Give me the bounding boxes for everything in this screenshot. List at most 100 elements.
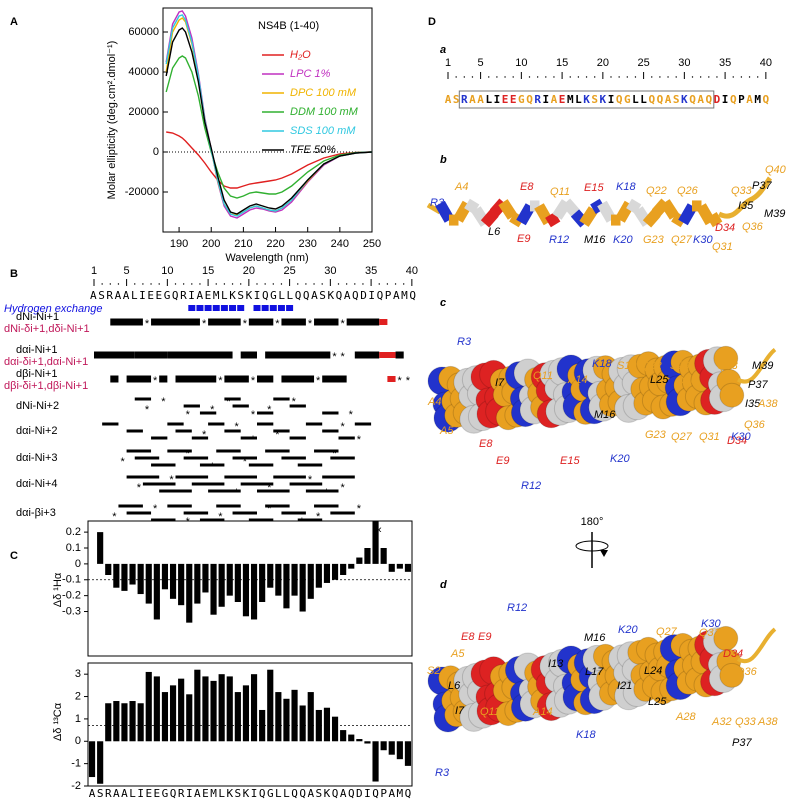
- residue-letter: L: [485, 93, 492, 106]
- noe-star: *: [357, 503, 362, 515]
- bar: [129, 701, 136, 742]
- residue-label: M16: [594, 409, 616, 421]
- noe-bar: [224, 429, 241, 433]
- ribbon-segment: [545, 212, 561, 228]
- ruler-dot: [455, 76, 457, 78]
- bar: [299, 563, 306, 612]
- bar: [348, 563, 355, 569]
- legend-label: DDM 100 mM: [290, 106, 359, 118]
- row-label: dNi-Ni+2: [16, 400, 59, 412]
- residue-letter: L: [632, 93, 639, 106]
- noe-bar: [167, 422, 184, 426]
- noe-star: *: [357, 434, 362, 446]
- bar: [129, 563, 136, 585]
- residue-label: S29: [670, 360, 690, 372]
- noe-star: *: [300, 516, 305, 528]
- x-tick-label: R: [178, 787, 185, 800]
- noe-star: *: [137, 482, 142, 494]
- ruler-dot: [158, 283, 160, 285]
- residue-label: I35: [738, 200, 754, 212]
- noe-bar: [134, 456, 160, 460]
- ruler-dot: [757, 76, 759, 78]
- ruler-number: 30: [324, 265, 336, 277]
- noe-star: *: [324, 487, 329, 499]
- bar: [250, 674, 258, 742]
- residue-label: A14: [567, 374, 588, 386]
- ribbon-tail: [717, 176, 773, 219]
- bar: [380, 741, 387, 751]
- ruler-dot: [708, 76, 710, 78]
- noe-bar: [199, 463, 225, 467]
- noe-bar: [167, 449, 192, 453]
- x-tick-label: A: [340, 787, 347, 800]
- residue-letter: M: [754, 93, 761, 106]
- hx-square: [286, 305, 294, 311]
- residue-label: E15: [560, 455, 580, 467]
- ribbon-segment: [498, 199, 518, 220]
- legend-label: LPC 1%: [290, 68, 331, 80]
- noe-bar: [94, 351, 135, 359]
- residue-label: L6: [488, 226, 501, 238]
- noe-bar: [208, 318, 241, 326]
- x-tick-label: 230: [299, 238, 317, 250]
- x-tick-label: M: [397, 787, 404, 800]
- noe-star: *: [202, 318, 207, 330]
- residue-label: K30: [693, 234, 713, 246]
- residue-label: L25: [648, 696, 667, 708]
- noe-bar: [151, 436, 168, 440]
- surface-back: [719, 662, 745, 688]
- y-tick-label: 0: [75, 735, 81, 747]
- noe-star: *: [243, 351, 248, 363]
- noe-bar: [322, 411, 339, 415]
- noe-star: *: [406, 375, 411, 387]
- ruler-dot: [256, 283, 258, 285]
- noe-bar: [151, 318, 200, 326]
- residue-label: A4: [454, 181, 468, 193]
- panel-label: D: [428, 16, 436, 28]
- noe-bar: [289, 404, 306, 408]
- panel-label: A: [10, 16, 18, 28]
- ruler-dot: [634, 76, 637, 78]
- noe-bar: [281, 511, 306, 515]
- row-sublabel: dαi-δi+1,dαi-Ni+1: [4, 356, 88, 368]
- residue-letter: S: [673, 93, 680, 106]
- row-label: dαi-Ni+4: [16, 478, 58, 490]
- x-tick-label: A: [307, 787, 314, 800]
- noe-star: *: [202, 429, 207, 441]
- bar: [226, 563, 233, 596]
- noe-bar: [354, 422, 372, 426]
- bar: [283, 563, 290, 609]
- noe-bar: [305, 489, 339, 493]
- row-sublabel: dβi-δi+1,dβi-Ni+1: [4, 380, 88, 392]
- noe-bar: [199, 411, 217, 415]
- ruler-number: 30: [678, 57, 690, 69]
- noe-star: *: [349, 409, 354, 421]
- plot-frame: [87, 662, 413, 787]
- noe-bar: [314, 449, 339, 453]
- noe-bar: [175, 475, 209, 479]
- noe-bar: [102, 422, 119, 426]
- x-tick-label: E: [154, 787, 161, 800]
- residue-letter: Q: [689, 93, 696, 106]
- residue-label: Q33: [735, 716, 757, 728]
- residue-label: Q26: [677, 185, 699, 197]
- y-tick-label: 0.2: [66, 526, 81, 538]
- noe-star: *: [267, 404, 272, 416]
- noe-bar: [175, 375, 217, 383]
- bar: [161, 563, 169, 590]
- x-tick-label: K: [324, 787, 331, 800]
- noe-bar: [224, 475, 257, 479]
- hx-square: [204, 305, 212, 311]
- x-tick-label: K: [243, 787, 250, 800]
- y-axis-label: Δδ ¹Hα: [52, 572, 64, 607]
- residue-label: Q22: [646, 185, 667, 197]
- residue-label: L24: [644, 665, 662, 677]
- ruler-number: 35: [365, 265, 377, 277]
- bar: [388, 563, 395, 572]
- hx-square: [220, 305, 228, 311]
- residue-letter: A: [551, 93, 558, 106]
- x-tick-label: 200: [202, 238, 220, 250]
- noe-bar: [191, 482, 225, 486]
- bar: [356, 739, 363, 742]
- noe-star: *: [267, 482, 272, 494]
